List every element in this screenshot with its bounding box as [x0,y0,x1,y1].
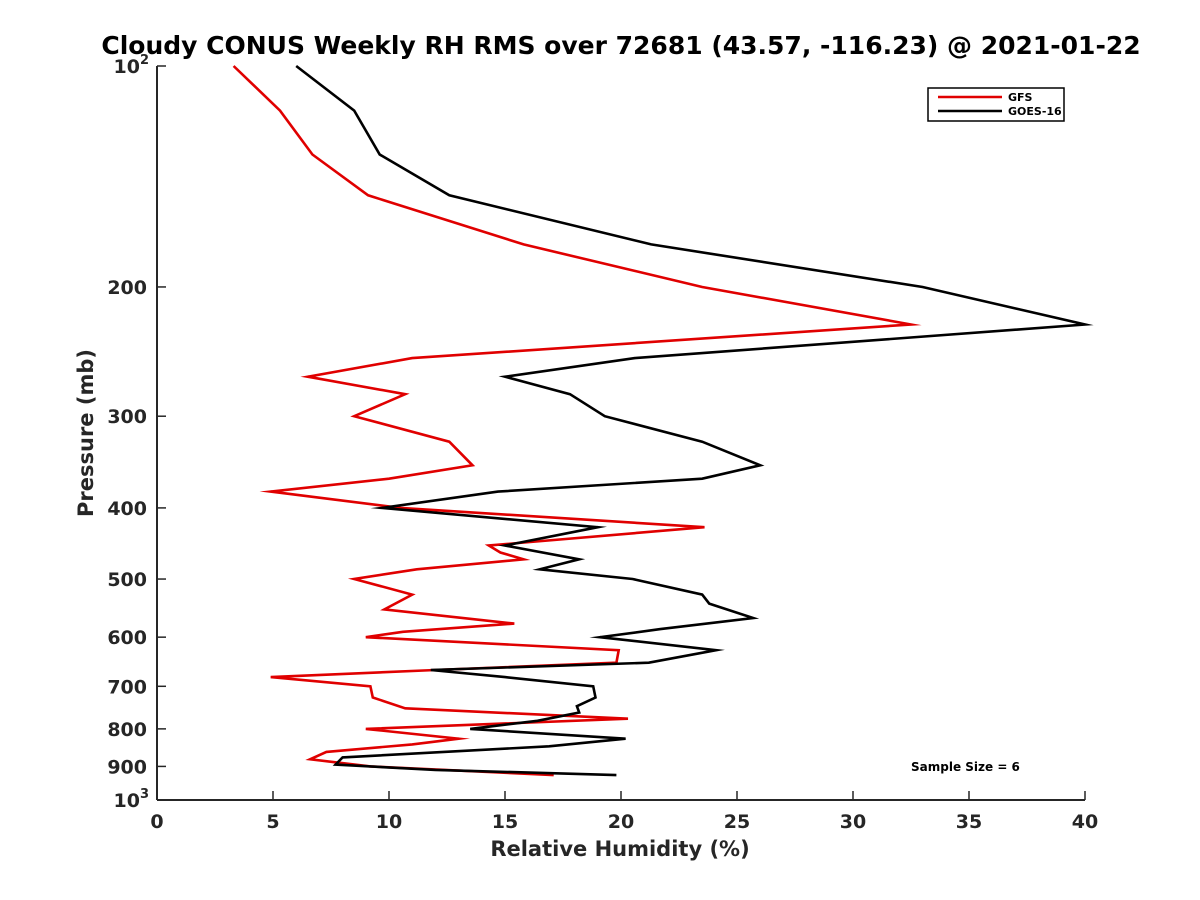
y-tick-label: 103 [114,787,150,812]
x-tick-label: 20 [608,811,634,833]
y-tick-label: 200 [107,277,147,299]
legend-box [927,87,1065,122]
legend-label-gfs: GFS [1008,91,1033,104]
x-tick-label: 0 [150,811,163,833]
x-tick-label: 35 [956,811,982,833]
y-tick-label: 700 [107,676,147,698]
chart-title: Cloudy CONUS Weekly RH RMS over 72681 (4… [101,31,1140,60]
legend-label-goes16: GOES-16 [1008,105,1062,118]
x-tick-label: 30 [840,811,866,833]
y-tick-label: 800 [107,719,147,741]
x-tick-label: 25 [724,811,750,833]
x-tick-label: 40 [1072,811,1098,833]
legend: GFS GOES-16 [927,87,1065,122]
axes: 0 5 10 15 20 25 30 35 40 102 200 300 400 500 600 700 800… [107,53,1098,833]
series-line-goes16 [295,64,1094,777]
y-tick-label: 300 [107,406,147,428]
series-line-gfs [232,65,922,777]
x-tick-label: 15 [492,811,518,833]
x-tick-label: 10 [376,811,402,833]
y-tick-label: 102 [114,53,150,78]
y-tick-label: 400 [107,498,147,520]
y-tick-label: 900 [107,756,147,778]
x-tick-label: 5 [266,811,279,833]
x-axis-label: Relative Humidity (%) [490,837,749,861]
y-axis-label: Pressure (mb) [74,349,98,517]
sample-size-annotation: Sample Size = 6 [911,760,1020,774]
y-tick-label: 500 [107,569,147,591]
y-tick-label: 600 [107,627,147,649]
series-layer [232,64,1094,777]
